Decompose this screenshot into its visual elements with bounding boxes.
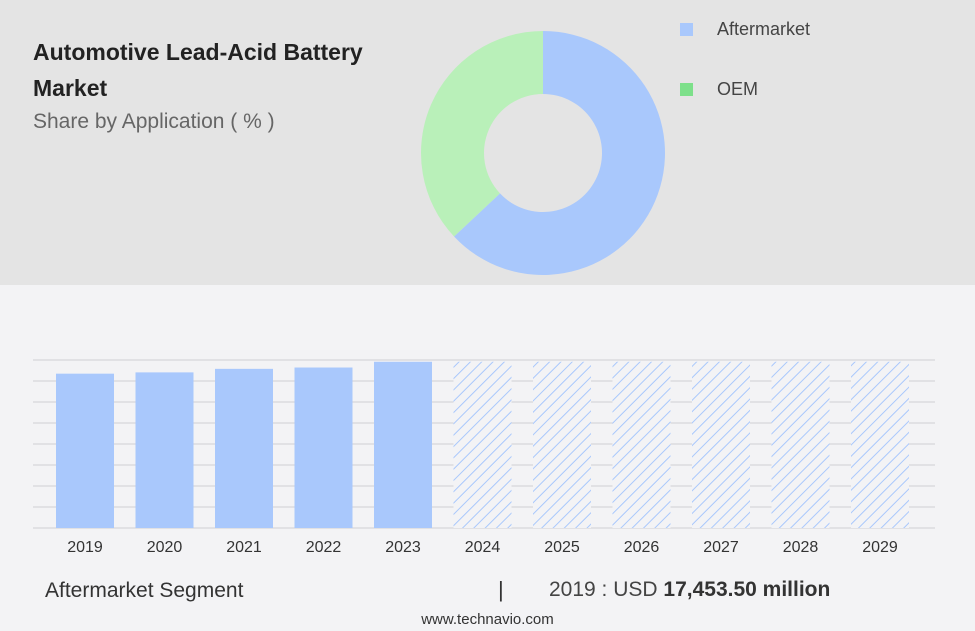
- bar-2023: [374, 361, 432, 528]
- footer-separator: |: [498, 577, 504, 602]
- x-tick-label-2026: 2026: [624, 539, 660, 556]
- legend-label-oem: OEM: [717, 78, 759, 99]
- legend-swatch-oem: [680, 82, 693, 96]
- forecast-bar-2026: [612, 361, 671, 528]
- forecast-bar-2024: [453, 361, 512, 528]
- footer-value-amount: 17,453.50 million: [663, 578, 831, 601]
- donut-chart: [421, 31, 665, 275]
- bar-2021: [215, 368, 273, 528]
- footer-year-prefix: 2019 : USD: [549, 578, 658, 601]
- legend: Aftermarket OEM: [680, 16, 810, 136]
- bar-2019: [56, 373, 114, 528]
- site-url[interactable]: www.technavio.com: [421, 611, 554, 628]
- legend-item-oem: OEM: [680, 76, 810, 102]
- chart-subtitle: Share by Application ( % ): [33, 110, 275, 133]
- donut-slice-aftermarket: [454, 31, 665, 275]
- footer-segment-label: Aftermarket Segment: [45, 579, 244, 602]
- x-tick-label-2024: 2024: [465, 539, 501, 556]
- bar-chart: 2019 2020 2021 2022 2023 2024 2025 2026 2027 2028…: [33, 359, 935, 556]
- x-tick-label-2022: 2022: [306, 539, 342, 556]
- forecast-bar-2027: [692, 361, 750, 528]
- legend-swatch-aftermarket: [680, 22, 693, 36]
- x-tick-label-2023: 2023: [385, 539, 421, 556]
- x-tick-label-2028: 2028: [783, 539, 819, 556]
- x-tick-label-2025: 2025: [544, 539, 580, 556]
- bar-2020: [135, 372, 194, 528]
- footer-value: 2019 : USD 17,453.50 million: [549, 578, 830, 602]
- forecast-bar-2025: [533, 361, 591, 528]
- x-tick-label-2027: 2027: [703, 539, 739, 556]
- forecast-bar-2028: [771, 361, 830, 528]
- legend-label-aftermarket: Aftermarket: [717, 18, 811, 39]
- chart-title: Automotive Lead-Acid Battery Market: [33, 39, 363, 101]
- legend-item-aftermarket: Aftermarket: [680, 16, 810, 42]
- donut-slice-oem: [421, 31, 543, 237]
- bar-2022: [294, 367, 353, 528]
- x-tick-label-2021: 2021: [226, 539, 262, 556]
- x-tick-label-2020: 2020: [147, 539, 183, 556]
- forecast-bar-2029: [851, 361, 909, 528]
- x-tick-label-2019: 2019: [67, 539, 103, 556]
- x-tick-label-2029: 2029: [862, 539, 898, 556]
